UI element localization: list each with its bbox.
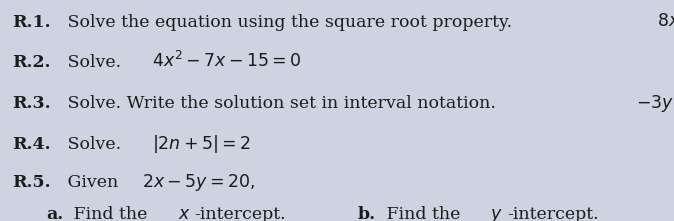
Text: -intercept.: -intercept.: [194, 206, 286, 221]
Text: -intercept.: -intercept.: [507, 206, 599, 221]
Text: Find the: Find the: [68, 206, 153, 221]
Text: Solve the equation using the square root property.: Solve the equation using the square root…: [62, 13, 523, 30]
Text: R.4.: R.4.: [12, 136, 51, 153]
Text: $4x^2 - 7x - 15 = 0$: $4x^2 - 7x - 15 = 0$: [152, 51, 302, 71]
Text: $2x - 5y = 20,$: $2x - 5y = 20,$: [142, 172, 255, 193]
Text: Solve. Write the solution set in interval notation.: Solve. Write the solution set in interva…: [62, 95, 507, 112]
Text: $8x^2 - 40 = 0$: $8x^2 - 40 = 0$: [657, 10, 674, 30]
Text: R.2.: R.2.: [12, 54, 51, 71]
Text: a.: a.: [46, 206, 63, 221]
Text: Solve.: Solve.: [62, 54, 132, 71]
Text: R.3.: R.3.: [12, 95, 51, 112]
Text: R.1.: R.1.: [12, 13, 51, 30]
Text: $x$: $x$: [178, 206, 191, 221]
Text: Given: Given: [62, 174, 124, 191]
Text: Find the: Find the: [381, 206, 466, 221]
Text: b.: b.: [357, 206, 375, 221]
Text: R.5.: R.5.: [12, 174, 51, 191]
Text: $|2n + 5| = 2$: $|2n + 5| = 2$: [152, 133, 251, 155]
Text: Solve.: Solve.: [62, 136, 132, 153]
Text: $-3y - 9 \leq 15$: $-3y - 9 \leq 15$: [636, 93, 674, 114]
Text: $y$: $y$: [490, 207, 503, 221]
